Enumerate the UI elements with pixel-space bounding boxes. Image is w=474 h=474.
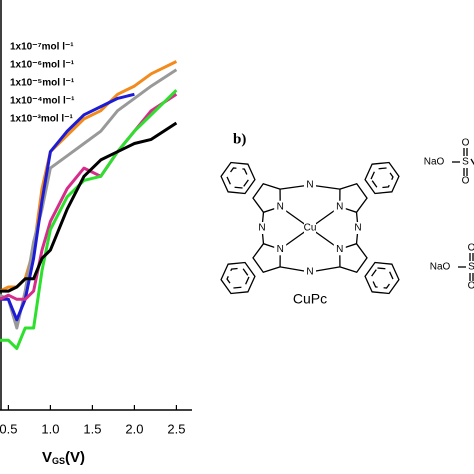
nitrogen-atom: N <box>354 223 361 234</box>
nitrogen-atom: N <box>277 244 284 255</box>
benzene-inner <box>226 267 250 289</box>
nitrogen-atom: N <box>258 223 265 234</box>
fragment-label: NaO <box>430 262 451 273</box>
series-line <box>0 68 178 330</box>
nitrogen-atom: N <box>306 180 313 191</box>
benzene-ring <box>364 161 400 195</box>
atom-bg <box>304 222 316 234</box>
benzene-ring <box>220 161 256 195</box>
x-tick-label: 1.0 <box>41 421 59 436</box>
series-line <box>0 93 178 301</box>
nitrogen-atom: N <box>336 244 343 255</box>
fragment-label: O <box>462 138 470 149</box>
chart: 0.5 1.0 1.5 2.0 2.5 VGS(V) 1x10⁻⁷mol l⁻¹ 1x10⁻⁶… <box>0 0 192 466</box>
series-line <box>0 92 135 322</box>
pyrrole-ring <box>339 183 368 214</box>
x-axis-label-part: V <box>42 449 52 466</box>
legend-label: 1x10⁻⁷mol l⁻¹ <box>10 42 74 53</box>
x-tick-label: 2.5 <box>167 421 185 436</box>
atom-bg <box>333 243 346 256</box>
legend-label: 1x10⁻⁶mol l⁻¹ <box>10 60 75 71</box>
metal-atom: Cu <box>304 223 317 234</box>
fragment-label: S <box>462 157 469 168</box>
benzene-ring <box>220 261 256 295</box>
atom-bg <box>304 266 316 278</box>
legend-label: 1x10⁻⁵mol l⁻¹ <box>10 78 75 89</box>
x-tick-label: 0.5 <box>0 421 17 436</box>
nitrogen-atom: N <box>336 201 343 212</box>
benzene-inner <box>370 167 394 189</box>
compound-name: CuPc <box>293 291 327 307</box>
legend-label: 1x10⁻⁴mol l⁻¹ <box>10 96 75 107</box>
atom-bg <box>333 200 346 213</box>
fragment-label: O <box>468 281 474 292</box>
x-axis-label-part: (V) <box>65 449 85 466</box>
atom-bg <box>274 200 287 213</box>
benzene-inner <box>226 167 250 189</box>
series-line <box>0 89 178 350</box>
benzene-ring <box>364 261 400 295</box>
bond <box>470 158 474 166</box>
x-tick-label: 1.5 <box>83 421 101 436</box>
fragment-label: NaO <box>424 157 445 168</box>
atom-bg <box>352 222 364 234</box>
atom-bg <box>304 179 316 191</box>
atom-bg <box>256 222 268 234</box>
fragment-label: O <box>462 176 470 187</box>
series-line <box>0 121 178 293</box>
benzene-inner <box>370 267 394 289</box>
pyrrole-ring <box>252 183 281 214</box>
x-axis-label: VGS(V) <box>42 449 85 466</box>
legend-label: 1x10⁻³mol l⁻¹ <box>10 114 73 125</box>
pyrrole-ring <box>339 242 368 273</box>
fragment-label: O <box>468 243 474 254</box>
panel-label: b) <box>233 131 246 147</box>
pyrrole-ring <box>252 242 281 273</box>
atom-bg <box>274 243 287 256</box>
fragment-label: S <box>468 262 474 273</box>
x-tick-label: 2.0 <box>125 421 143 436</box>
x-axis-label-part: GS <box>52 456 65 466</box>
nitrogen-atom: N <box>277 201 284 212</box>
nitrogen-atom: N <box>306 267 313 278</box>
